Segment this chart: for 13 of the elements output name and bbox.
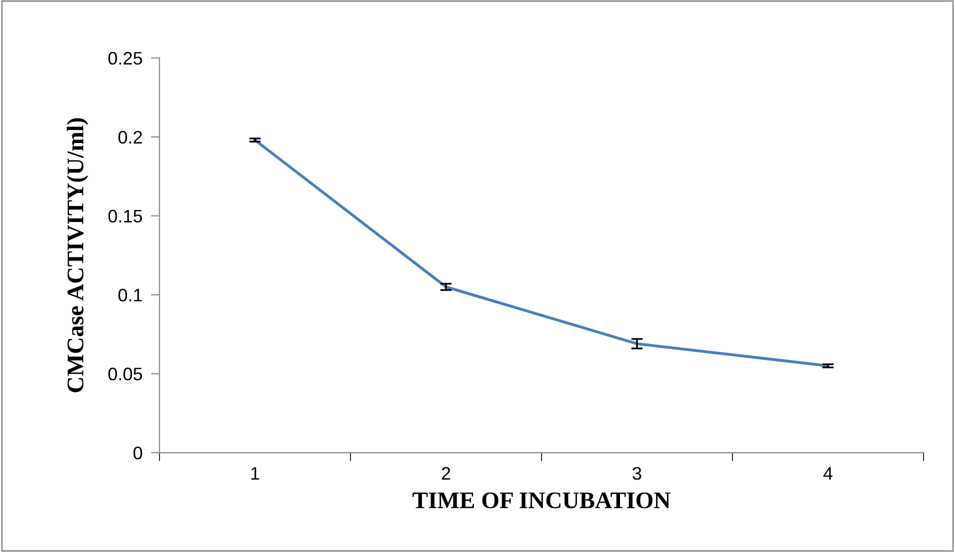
- y-tick-label: 0: [133, 446, 142, 460]
- x-tick-label: 1: [251, 467, 260, 480]
- x-tick-label: 3: [632, 467, 642, 480]
- x-axis-title: TIME OF INCUBATION: [412, 492, 670, 508]
- y-tick-label: 0.25: [108, 52, 142, 65]
- y-tick-label: 0.2: [118, 130, 142, 144]
- y-axis-title: CMCase ACTIVITY(U/ml): [66, 118, 88, 392]
- x-tick-label: 4: [823, 467, 832, 480]
- x-tick-label: 2: [442, 467, 450, 480]
- y-tick-label: 0.1: [118, 288, 142, 302]
- line-series: [254, 138, 830, 368]
- y-tick-label: 0.15: [108, 210, 142, 223]
- y-tick-label: 0.05: [108, 368, 142, 380]
